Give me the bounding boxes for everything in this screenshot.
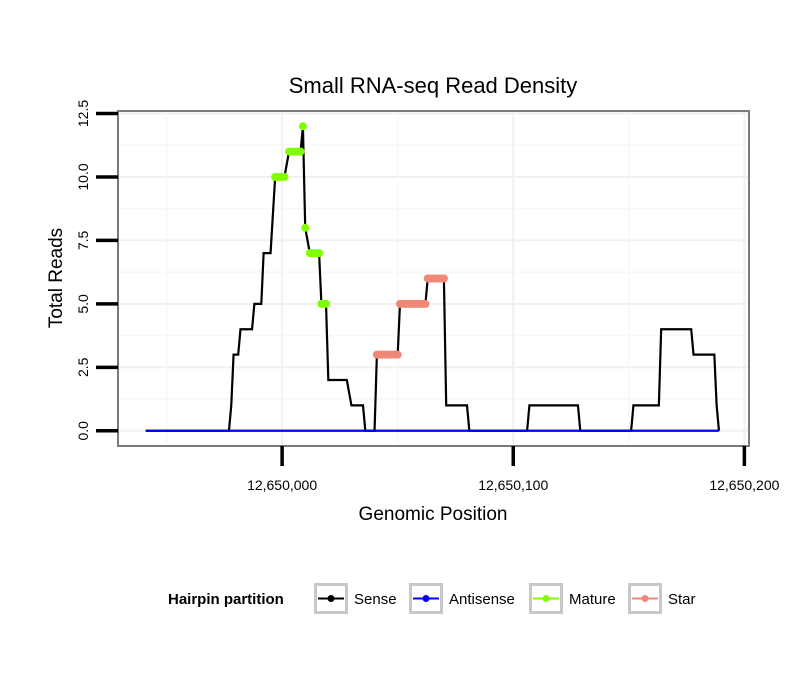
- chart-title: Small RNA-seq Read Density: [289, 73, 578, 98]
- y-tick-label: 2.5: [75, 357, 91, 377]
- y-tick-label: 10.0: [75, 163, 91, 190]
- legend-point-antisense: [422, 595, 430, 602]
- mature-point: [301, 223, 310, 232]
- x-tick-label: 12,650,100: [478, 477, 548, 493]
- legend-label-mature: Mature: [569, 591, 616, 608]
- mature-point: [315, 249, 324, 258]
- star-point: [439, 274, 448, 283]
- y-tick-label: 12.5: [75, 100, 91, 127]
- legend-point-star: [641, 595, 649, 602]
- legend-label-star: Star: [668, 591, 696, 608]
- legend-point-mature: [542, 595, 550, 602]
- x-tick-label: 12,650,200: [709, 477, 779, 493]
- x-tick-label: 12,650,000: [247, 477, 317, 493]
- y-axis-title: Total Reads: [46, 228, 67, 328]
- legend-point-sense: [327, 595, 335, 602]
- x-axis-title: Genomic Position: [359, 504, 508, 525]
- mature-point: [298, 122, 307, 131]
- star-point: [393, 350, 402, 359]
- legend-title: Hairpin partition: [168, 591, 284, 608]
- plot-border: [117, 110, 750, 447]
- legend-label-antisense: Antisense: [449, 591, 515, 608]
- plot-area: 0.0 2.5 5.0 7.5 10.0 12.5 12,650,000 12,650,100…: [75, 100, 780, 493]
- y-tick-label: 7.5: [75, 230, 91, 250]
- star-point: [421, 299, 430, 308]
- mature-point: [280, 172, 289, 181]
- mature-point: [296, 147, 305, 156]
- y-tick-label: 0.0: [75, 421, 91, 441]
- y-tick-label: 5.0: [75, 294, 91, 314]
- mature-point: [322, 299, 331, 308]
- legend: Hairpin partition Sense Antisense Mature St…: [168, 583, 696, 614]
- legend-label-sense: Sense: [354, 591, 397, 608]
